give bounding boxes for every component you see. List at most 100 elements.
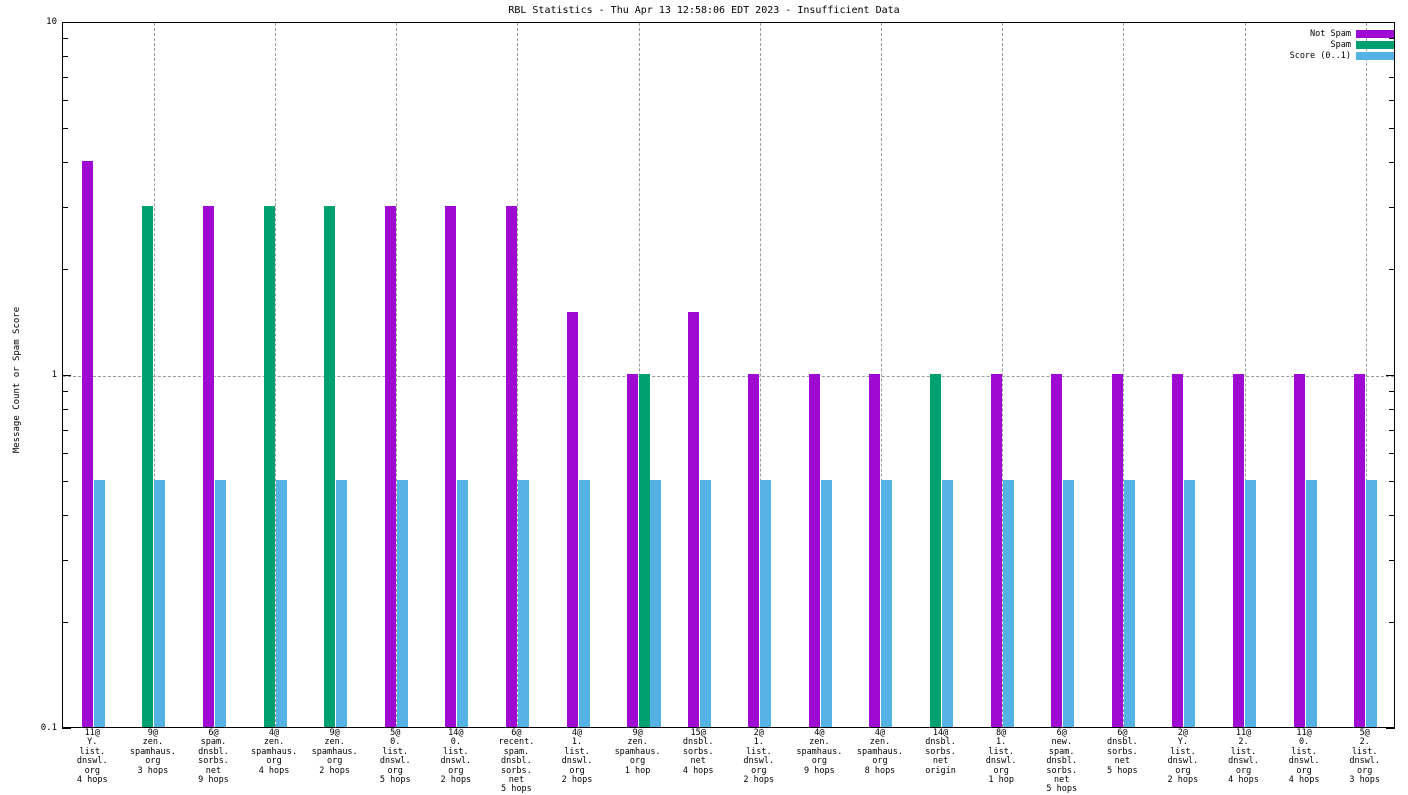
x-tick-label-line: dnswl. (379, 756, 411, 767)
bar-score (820, 480, 832, 727)
bar-not-spam (869, 374, 881, 727)
chart-legend: Not Spam Spam Score (0..1) (1259, 29, 1394, 62)
y-tick-major (1386, 728, 1395, 729)
y-tick-minor (62, 453, 68, 455)
x-tick-label-line: sorbs. (682, 746, 714, 757)
x-tick-label-line: sorbs. (1046, 765, 1078, 776)
gridline-vertical (275, 23, 277, 727)
y-tick-label: 10 (46, 17, 57, 27)
gridline-vertical (517, 23, 519, 727)
legend-item: Score (0..1) (1259, 51, 1394, 62)
x-tick-label-line: net (690, 756, 706, 767)
x-tick-label-line: 0. (390, 737, 401, 748)
x-tick-label-line: list. (443, 746, 469, 757)
x-tick-label-line: spamhaus. (614, 746, 661, 757)
legend-item: Spam (1259, 40, 1394, 51)
x-tick-label: 9@ zen. spamhaus. org 2 hops (291, 728, 378, 776)
x-tick-label-line: dnswl. (1167, 756, 1199, 767)
x-tick-label-line: 11@ (1235, 728, 1252, 738)
bar-score (760, 480, 772, 727)
x-tick-label-line: 3 hops (1349, 775, 1381, 786)
x-tick-label-line: 15@ (690, 728, 706, 738)
x-tick-label-line: dnswl. (76, 756, 108, 767)
x-tick-label-line: 5@ (390, 728, 401, 738)
bar-not-spam (445, 205, 457, 727)
y-tick-minor (62, 56, 68, 58)
x-tick-label-line: dnsbl. (1106, 737, 1138, 748)
x-tick-label: 9@ zen. spamhaus. org 3 hops (110, 728, 197, 776)
x-tick-label-line: spam. (200, 737, 227, 748)
y-tick-minor (1389, 206, 1395, 208)
bar-not-spam (748, 374, 760, 727)
x-tick-label-line: net (508, 775, 525, 786)
gridline-vertical (759, 23, 761, 727)
x-tick-label-line: 1. (753, 737, 764, 748)
bar-score (1366, 480, 1378, 727)
y-tick-minor (1389, 391, 1395, 393)
x-tick-label: 6@ dnsbl. sorbs. net 5 hops (1079, 728, 1166, 776)
plot-area (62, 22, 1395, 728)
x-tick-label-line: org (1175, 765, 1191, 776)
x-tick-label: 2@ 1. list. dnswl. org 2 hops (716, 728, 803, 785)
bar-spam (263, 205, 275, 727)
x-tick-label: 4@ 1. list. dnswl. org 2 hops (534, 728, 621, 786)
x-tick-label-line: spamhaus. (129, 746, 176, 757)
x-tick-label-line: 2. (1238, 737, 1249, 748)
bar-not-spam (808, 374, 820, 727)
bar-spam (930, 374, 942, 727)
y-tick-minor (62, 481, 68, 483)
x-tick-label-line: spamhaus. (251, 746, 298, 757)
x-tick-label-line: origin (925, 765, 956, 776)
gridline-vertical (153, 23, 155, 727)
x-tick-label: 4@ zen. spamhaus. org 4 hops (231, 728, 318, 776)
bar-not-spam (1354, 374, 1366, 727)
bar-not-spam (202, 205, 214, 727)
x-tick-label-line: 6@ (1056, 728, 1067, 738)
y-tick-minor (62, 409, 68, 411)
x-tick-label-line: list. (1291, 746, 1317, 757)
x-tick-label-line: 2 hops (1167, 775, 1199, 786)
x-tick-label-line: spamhaus. (796, 746, 843, 757)
gridline-vertical (1365, 23, 1367, 727)
x-tick-label-line: org (872, 756, 888, 767)
x-tick-label-line: net (1054, 775, 1070, 786)
x-tick-label-line: 5 hops (1106, 765, 1138, 776)
x-tick-label-line: 9@ (329, 728, 340, 738)
x-tick-label-line: dnswl. (561, 756, 593, 767)
x-tick-label-line: zen. (142, 737, 164, 748)
bar-not-spam (626, 374, 638, 727)
x-tick-label-line: 4@ (874, 728, 886, 738)
x-tick-label-line: dnswl. (985, 756, 1017, 767)
x-tick-label-line: 6@ (511, 728, 522, 738)
y-tick-minor (62, 38, 68, 40)
x-tick-label-line: 4 hops (258, 765, 290, 776)
bar-score (336, 480, 348, 727)
legend-color-swatch (1356, 30, 1394, 39)
y-tick-minor (1389, 38, 1395, 40)
x-tick-label-line: sorbs. (198, 756, 229, 767)
y-axis-tick-labels: 10 1 0.1 (0, 0, 57, 792)
x-tick-label-line: 1 hop (624, 765, 651, 776)
x-tick-label: 11@ Y. list. dnswl. org 4 hops (49, 728, 136, 785)
y-tick-minor (1389, 76, 1395, 78)
x-tick-label-line: new. (1051, 737, 1072, 748)
x-tick-label-line: 14@ (448, 728, 464, 738)
x-tick-label-line: dnsbl. (925, 737, 956, 748)
y-tick-major (62, 22, 71, 23)
x-tick-label: 4@ zen. spamhaus. org 9 hops (776, 728, 863, 776)
bar-not-spam (990, 374, 1002, 727)
x-axis-tick-labels: 11@ Y. list. dnswl. org 4 hops 9@ zen. spamhaus.… (62, 728, 1395, 794)
x-tick-label-line: 2 hops (561, 775, 593, 786)
y-tick-label: 0.1 (40, 723, 57, 733)
x-tick-label-line: list. (988, 746, 1014, 757)
legend-item-label: Score (0..1) (1289, 51, 1351, 61)
bar-score (1123, 480, 1135, 727)
bar-score (1305, 480, 1317, 727)
x-tick-label-line: 9 hops (198, 775, 229, 786)
y-tick-minor (62, 128, 68, 130)
x-tick-label-line: zen. (809, 737, 830, 748)
y-tick-minor (1389, 162, 1395, 164)
x-tick-label-line: list. (745, 746, 772, 757)
x-tick-label-line: 5 hops (379, 775, 411, 786)
x-tick-label: 5@ 0. list. dnswl. org 5 hops (352, 728, 439, 786)
